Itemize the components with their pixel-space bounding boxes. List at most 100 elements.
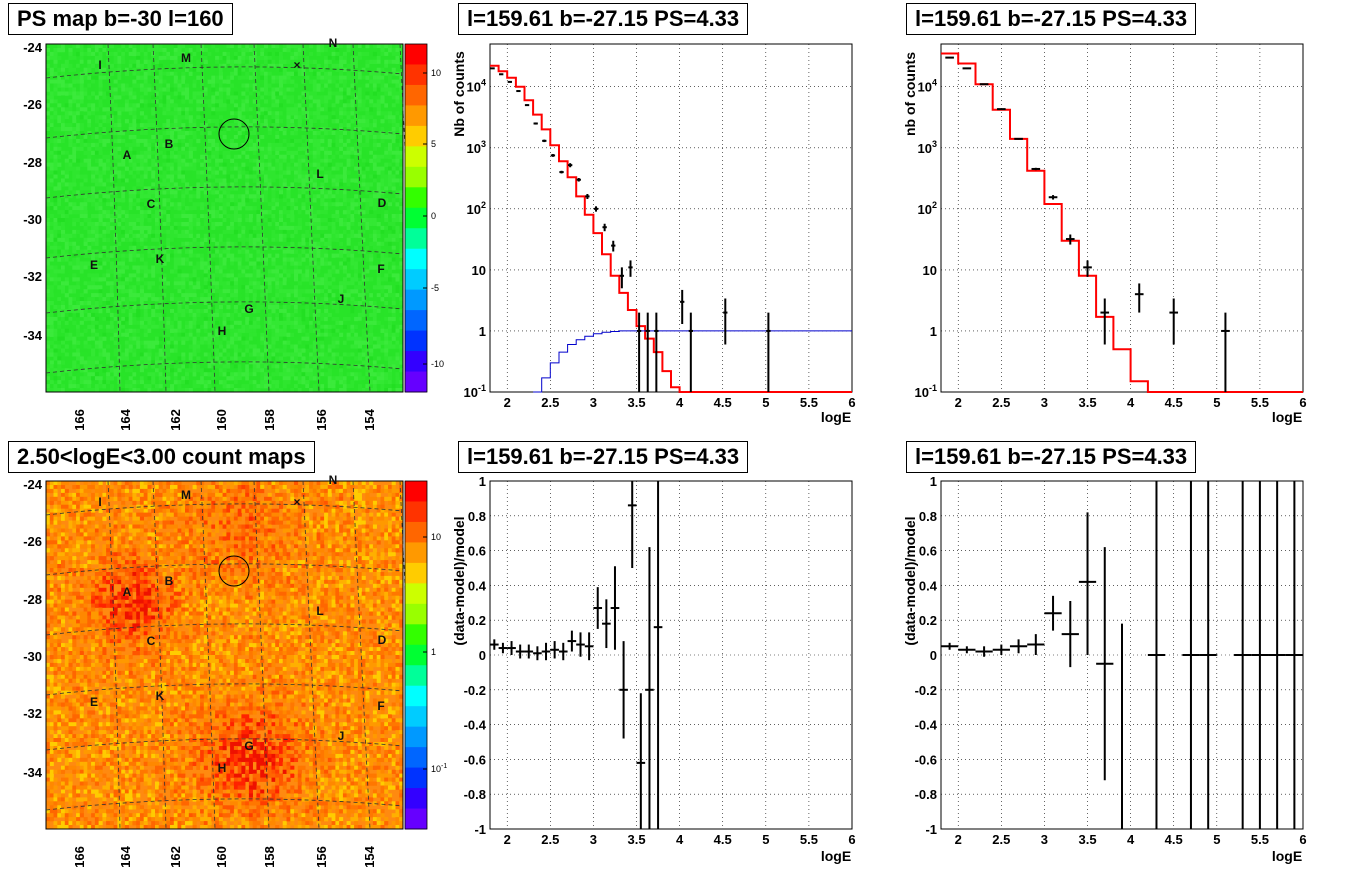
count-map-source-label: L: [316, 604, 323, 618]
residual-coarse-y-tick: 0.6: [919, 544, 937, 559]
ps-map-colorbar-segment: [405, 125, 427, 147]
count-map-x-tick: 158: [262, 846, 277, 868]
count-map-colorbar-segment: [405, 767, 427, 789]
ps-map-y-tick: -32: [23, 269, 42, 284]
residual-coarse-y-tick: 0: [930, 648, 937, 663]
ps-map-source-label: N: [329, 36, 338, 50]
residual-fine-y-tick: -0.6: [464, 752, 486, 767]
residual-fine-x-axis-label: logE: [821, 848, 851, 864]
ps-map-parallel: [45, 246, 404, 259]
ps-map-colorbar-label: -5: [431, 283, 439, 293]
residual-coarse-x-tick: 5: [1213, 832, 1220, 847]
ps-map-colorbar-segment: [405, 187, 427, 209]
spectrum-coarse-x-tick: 6: [1299, 395, 1306, 410]
spectrum-coarse-x-tick: 5.5: [1251, 395, 1269, 410]
spectrum-coarse-y-tick: 1: [930, 324, 937, 339]
count-map-parallel: [45, 683, 404, 696]
count-map-ps-circle: [218, 555, 250, 587]
ps-map-colorbar-segment: [405, 351, 427, 373]
residual-coarse-title: l=159.61 b=-27.15 PS=4.33: [906, 441, 1197, 473]
spectrum-fine-x-tick: 2.5: [541, 395, 559, 410]
ps-map-y-tick: -24: [23, 40, 43, 55]
ps-map-source-label: J: [338, 292, 345, 306]
residual-fine-x-tick: 4: [676, 832, 684, 847]
count-map-meridian: [253, 480, 270, 830]
ps-map-meridian: [107, 43, 121, 393]
spectrum-fine-x-tick: 2: [504, 395, 511, 410]
spectrum-coarse-title: l=159.61 b=-27.15 PS=4.33: [906, 3, 1197, 35]
ps-map-x-tick: 166: [72, 409, 87, 431]
ps-map-y-tick: -34: [23, 328, 43, 343]
count-map-meridian: [152, 480, 167, 830]
count-map-x-tick: 160: [214, 846, 229, 868]
count-map-x-tick: 154: [362, 845, 377, 867]
residual-fine-x-tick: 5.5: [800, 832, 818, 847]
count-map-title: 2.50<logE<3.00 count maps: [8, 441, 315, 473]
residual-fine-x-tick: 2: [504, 832, 511, 847]
ps-map-colorbar-segment: [405, 64, 427, 86]
spectrum-coarse-x-tick: 3.5: [1078, 395, 1096, 410]
ps-map-y-tick: -28: [23, 155, 42, 170]
count-map-colorbar-segment: [405, 583, 427, 605]
ps-map-colorbar-segment: [405, 207, 427, 229]
spectrum-fine-model-histogram: [490, 64, 852, 393]
ps-map-source-label: C: [147, 197, 156, 211]
residual-fine-x-tick: 3.5: [627, 832, 645, 847]
residual-coarse-y-tick: 0.4: [919, 578, 938, 593]
ps-map-colorbar-segment: [405, 310, 427, 332]
residual-fine-y-tick: 1: [479, 474, 486, 489]
count-map-colorbar-segment: [405, 603, 427, 625]
spectrum-coarse-y-tick: 10-1: [915, 383, 937, 400]
count-map-colorbar-segment: [405, 726, 427, 748]
count-map-x-tick: 156: [314, 846, 329, 868]
ps-map-source-label: F: [377, 262, 384, 276]
ps-map-meridian: [152, 43, 167, 393]
count-map-colorbar-label: 10-1: [431, 763, 447, 774]
count-map-source-label: F: [377, 699, 384, 713]
ps-map-source-label: L: [316, 167, 323, 181]
count-map-colorbar-label: 10: [431, 532, 441, 542]
ps-map-parallel: [45, 301, 404, 314]
count-map-parallel: [45, 798, 404, 811]
ps-map-source-label: E: [90, 258, 98, 272]
residual-fine-y-tick: -0.8: [464, 787, 486, 802]
ps-map-x-tick: 160: [214, 409, 229, 431]
count-map-colorbar-label: 1: [431, 647, 436, 657]
count-map-colorbar-segment: [405, 562, 427, 584]
count-map-colorbar-segment: [405, 501, 427, 523]
count-map-meridian: [302, 480, 320, 830]
residual-coarse-y-tick: 0.8: [919, 509, 937, 524]
residual-coarse-x-tick: 4: [1127, 832, 1135, 847]
ps-map-source-label: B: [165, 137, 174, 151]
residual-coarse-x-tick: 2.5: [992, 832, 1010, 847]
residual-coarse-x-tick: 3.5: [1078, 832, 1096, 847]
ps-map-colorbar-frame: [404, 43, 428, 393]
spectrum-coarse-x-tick: 4: [1127, 395, 1135, 410]
count-map-source-label: M: [181, 488, 191, 502]
ps-map-y-tick: -26: [23, 97, 42, 112]
ps-map-x-tick: 158: [262, 409, 277, 431]
residual-fine-x-tick: 5: [762, 832, 769, 847]
count-map-source-label: D: [378, 633, 387, 647]
residual-fine-x-tick: 2.5: [541, 832, 559, 847]
count-map-colorbar-frame: [404, 480, 428, 830]
count-map-source-label: B: [165, 574, 174, 588]
count-map-y-tick: -28: [23, 592, 42, 607]
spectrum-coarse-y-tick: 104: [918, 78, 937, 95]
count-map-parallel: [45, 623, 404, 636]
residual-coarse-y-tick: -0.2: [915, 683, 937, 698]
residual-coarse-y-tick: -1: [925, 822, 937, 837]
ps-map-parallel: [45, 126, 404, 139]
ps-map-colorbar-segment: [405, 84, 427, 106]
ps-map-colorbar-segment: [405, 289, 427, 311]
count-map-source-label: K: [156, 689, 165, 703]
ps-map-source-label: M: [181, 51, 191, 65]
spectrum-fine-title: l=159.61 b=-27.15 PS=4.33: [458, 3, 749, 35]
ps-map-parallel: [45, 361, 404, 374]
ps-map-ps-circle: [218, 118, 250, 150]
residual-coarse-x-tick: 6: [1299, 832, 1306, 847]
spectrum-fine-y-tick: 103: [467, 139, 486, 156]
count-map-source-label: J: [338, 729, 345, 743]
count-map-meridian: [200, 480, 216, 830]
